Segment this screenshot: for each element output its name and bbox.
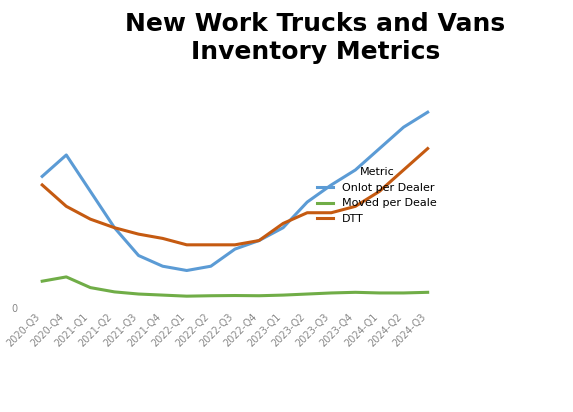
Text: S O L U T I O N S: S O L U T I O N S xyxy=(32,68,77,74)
Text: New Work Trucks and Vans
Inventory Metrics: New Work Trucks and Vans Inventory Metri… xyxy=(125,12,505,64)
Text: 0: 0 xyxy=(11,304,17,314)
Text: WORK TRUCK: WORK TRUCK xyxy=(25,49,84,57)
Legend: Onlot per Dealer, Moved per Deale, DTT: Onlot per Dealer, Moved per Deale, DTT xyxy=(312,163,441,229)
